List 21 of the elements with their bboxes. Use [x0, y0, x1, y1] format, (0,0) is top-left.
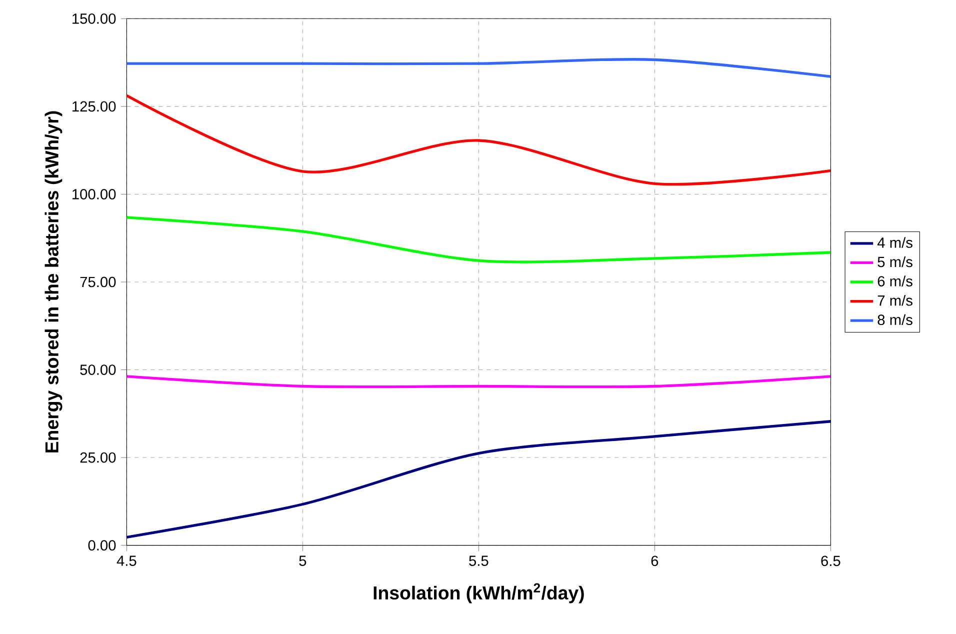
y-tick-label: 150.00 — [72, 13, 116, 24]
legend-label: 8 m/s — [878, 314, 912, 326]
y-tick-label: 125.00 — [72, 101, 116, 112]
line-series — [126, 94, 831, 186]
x-tick-label: 6.5 — [821, 556, 840, 566]
x-tick-label: 5 — [299, 556, 306, 566]
y-tick-label: 100.00 — [72, 189, 116, 200]
y-axis-title: Energy stored in the batteries (kWh/yr) — [44, 111, 62, 452]
legend-label: 5 m/s — [878, 256, 912, 268]
y-tick-label: 75.00 — [80, 276, 116, 288]
y-tick-label: 0.00 — [88, 540, 116, 551]
x-tick-label: 6 — [651, 556, 658, 566]
legend-label: 4 m/s — [877, 237, 912, 248]
line-series — [126, 420, 831, 539]
legend-label: 7 m/s — [878, 294, 912, 306]
legend-label: 6 m/s — [878, 276, 912, 286]
x-tick-label: 4.5 — [116, 556, 136, 566]
x-axis-title: Insolation (kWh/m$^{2}$/day) — [374, 583, 584, 604]
y-tick-label: 25.00 — [80, 452, 116, 463]
y-tick-label: 50.00 — [80, 364, 116, 375]
x-tick-label: 5.5 — [469, 556, 488, 566]
